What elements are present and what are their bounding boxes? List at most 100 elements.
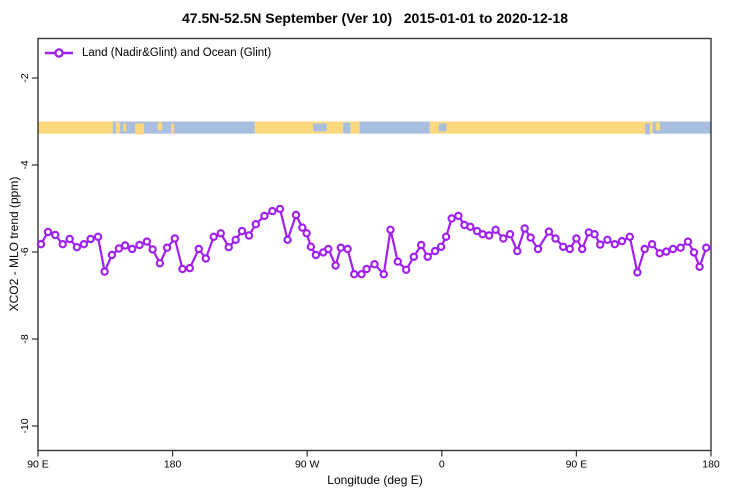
data-point-marker [647,239,657,249]
data-point-marker [86,234,95,244]
data-point-marker [402,265,411,274]
chart-title: 47.5N-52.5N September (Ver 10) 2015-01-0… [182,10,568,26]
data-point-marker [260,211,269,221]
data-point-marker [251,219,260,229]
data-point-marker [447,214,456,223]
data-point-marker [114,244,124,253]
data-point-marker [505,229,515,239]
band-segment-land [429,121,653,134]
data-point-marker [565,244,575,254]
data-point-marker [162,243,172,252]
data-point-marker [72,242,82,252]
data-point-marker [533,244,543,254]
data-point-marker [625,232,635,241]
data-point-marker [336,243,345,252]
data-point-marker [331,261,340,270]
data-point-marker [590,229,599,239]
band-fleck-ocean [645,123,650,135]
data-point-marker [100,267,109,276]
data-point-marker [423,252,432,261]
data-point-marker [43,227,53,237]
data-point-marker [350,270,359,279]
data-point-marker [170,234,179,243]
data-point-marker [454,211,463,221]
data-point-marker [441,232,451,241]
data-point-marker [689,248,699,257]
data-point-marker [379,270,388,279]
data-point-marker [65,234,74,244]
data-point-marker [683,237,693,246]
data-point-marker [668,244,678,254]
data-point-marker [520,224,529,233]
data-point-marker [544,227,554,236]
data-point-marker [148,245,157,254]
data-point-marker [491,225,500,234]
data-point-marker [283,235,292,244]
data-point-marker [275,204,285,214]
data-point-marker [135,240,144,250]
data-point-marker [393,257,402,266]
data-point-marker [430,246,440,256]
data-point-marker [478,229,487,239]
data-point-marker [58,239,67,249]
data-point-marker [596,240,605,249]
band-fleck-land [115,122,121,134]
data-point-marker [201,254,210,263]
data-point-marker [51,230,60,240]
data-point-marker [409,252,418,261]
data-point-marker [298,223,307,232]
data-point-marker [417,240,426,250]
data-point-marker [603,235,612,244]
data-point-marker [484,231,494,240]
data-point-marker [36,239,46,249]
band-fleck-ocean [438,123,447,132]
data-point-marker [216,229,225,238]
data-point-marker [499,234,508,243]
legend-label: Land (Nadir&Glint) and Ocean (Glint) [82,47,272,59]
data-point-marker [551,234,560,243]
data-point-marker [695,262,704,271]
band-fleck-land [123,123,127,132]
data-point-marker [194,244,203,254]
data-point-marker [231,235,240,244]
data-point-marker [610,239,620,249]
y-tick-label: -10 [19,418,31,433]
data-point-marker [120,241,130,250]
data-point-marker [244,231,254,240]
data-point-marker [436,242,446,251]
band-fleck-ocean [313,123,327,132]
data-point-marker [306,242,316,251]
data-point-marker [578,244,587,254]
data-point-marker [655,249,664,258]
band-segment-land [38,121,113,134]
data-point-marker [702,243,711,252]
data-point-marker [386,225,395,234]
x-tick-label: 90 E [566,459,588,471]
y-tick-label: -6 [19,247,31,256]
data-point-marker [526,233,535,242]
band-segment-ocean [359,121,430,134]
data-point-marker [362,264,371,274]
legend: Land (Nadir&Glint) and Ocean (Glint) [44,45,271,61]
band-segment-ocean [112,121,255,134]
data-point-marker [513,246,522,256]
data-point-marker [370,260,379,269]
x-tick-label: 180 [702,459,720,471]
data-point-marker [178,264,187,274]
y-tick-label: -4 [19,160,31,169]
data-point-marker [185,263,194,273]
data-point-marker [676,243,685,252]
data-point-marker [559,242,568,251]
data-point-marker [633,268,642,277]
data-point-marker [142,237,152,246]
band-fleck-land [655,122,661,131]
x-axis-title: Longitude (deg E) [327,473,423,487]
data-point-marker [617,236,627,246]
data-point-marker [224,242,233,252]
y-tick-label: -2 [19,73,31,82]
legend-line-marker-icon [45,48,73,58]
band-fleck-ocean [343,122,351,134]
data-point-marker [324,244,333,254]
